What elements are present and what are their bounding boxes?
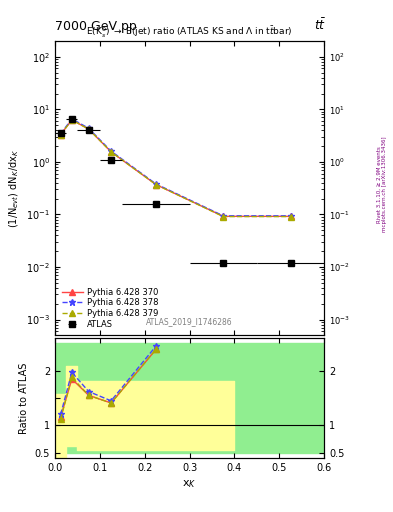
Y-axis label: (1/N$_{evt}$) dN$_K$/dx$_K$: (1/N$_{evt}$) dN$_K$/dx$_K$ bbox=[7, 148, 20, 228]
Pythia 6.428 378 bbox=[86, 125, 91, 132]
Text: Rivet 3.1.10, ≥ 2.9M events: Rivet 3.1.10, ≥ 2.9M events bbox=[377, 146, 382, 223]
Line: Pythia 6.428 379: Pythia 6.428 379 bbox=[58, 117, 293, 219]
Pythia 6.428 370 bbox=[86, 126, 91, 132]
Pythia 6.428 378 bbox=[109, 148, 114, 154]
Pythia 6.428 370 bbox=[109, 149, 114, 155]
Y-axis label: Ratio to ATLAS: Ratio to ATLAS bbox=[19, 362, 29, 434]
Pythia 6.428 370 bbox=[154, 181, 158, 187]
Text: mcplots.cern.ch [arXiv:1306.3436]: mcplots.cern.ch [arXiv:1306.3436] bbox=[382, 137, 387, 232]
Pythia 6.428 378 bbox=[154, 181, 158, 187]
Legend: Pythia 6.428 370, Pythia 6.428 378, Pythia 6.428 379, ATLAS: Pythia 6.428 370, Pythia 6.428 378, Pyth… bbox=[59, 285, 161, 331]
Pythia 6.428 370 bbox=[288, 214, 293, 220]
Pythia 6.428 379 bbox=[221, 214, 226, 220]
Pythia 6.428 378 bbox=[221, 213, 226, 219]
Title: E(K$^0_s$) $\rightarrow$ E(jet) ratio (ATLAS KS and $\Lambda$ in t$\bar{t}$bar): E(K$^0_s$) $\rightarrow$ E(jet) ratio (A… bbox=[86, 25, 293, 40]
Line: Pythia 6.428 370: Pythia 6.428 370 bbox=[58, 117, 293, 219]
Pythia 6.428 379 bbox=[58, 132, 63, 138]
Text: ATLAS_2019_I1746286: ATLAS_2019_I1746286 bbox=[146, 317, 233, 327]
Pythia 6.428 379 bbox=[86, 126, 91, 132]
Pythia 6.428 379 bbox=[288, 214, 293, 220]
Pythia 6.428 370 bbox=[221, 214, 226, 220]
Pythia 6.428 378 bbox=[70, 116, 74, 122]
Pythia 6.428 378 bbox=[288, 213, 293, 219]
Pythia 6.428 378 bbox=[58, 131, 63, 137]
Pythia 6.428 379 bbox=[109, 149, 114, 155]
X-axis label: x$_K$: x$_K$ bbox=[182, 479, 197, 490]
Text: $t\bar{t}$: $t\bar{t}$ bbox=[314, 18, 326, 33]
Pythia 6.428 379 bbox=[70, 117, 74, 123]
Pythia 6.428 370 bbox=[70, 117, 74, 123]
Text: 7000 GeV pp: 7000 GeV pp bbox=[55, 20, 137, 33]
Pythia 6.428 370 bbox=[58, 132, 63, 138]
Line: Pythia 6.428 378: Pythia 6.428 378 bbox=[57, 115, 294, 219]
Pythia 6.428 379 bbox=[154, 181, 158, 187]
